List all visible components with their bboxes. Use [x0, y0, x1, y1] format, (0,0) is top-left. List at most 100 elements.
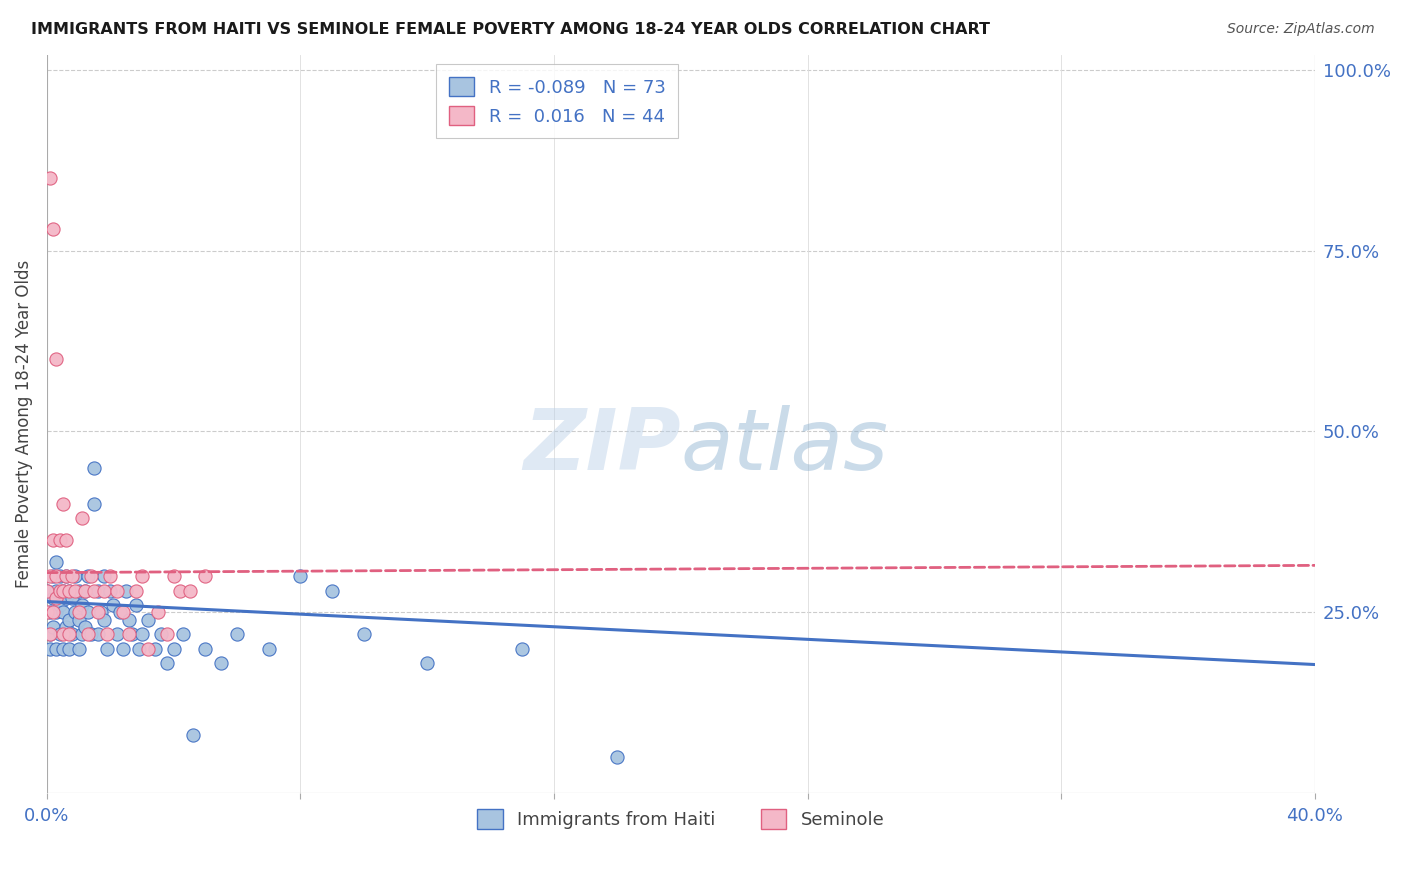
Point [172, 627, 194, 641]
Point [55, 569, 77, 583]
Point [65, 606, 87, 620]
Point [86, 583, 108, 598]
Point [86, 627, 108, 641]
Point [257, 641, 280, 656]
Point [67, 583, 90, 598]
Point [108, 606, 131, 620]
Point [58, 627, 80, 641]
Point [39, 627, 62, 641]
Point [42, 222, 65, 236]
Point [65, 583, 87, 598]
Point [58, 613, 80, 627]
Point [90, 606, 112, 620]
Point [146, 606, 169, 620]
Legend: Immigrants from Haiti, Seminole: Immigrants from Haiti, Seminole [470, 802, 891, 836]
Point [67, 613, 90, 627]
Text: ZIP: ZIP [523, 405, 681, 488]
Point [111, 641, 134, 656]
Point [48, 533, 70, 547]
Text: IMMIGRANTS FROM HAITI VS SEMINOLE FEMALE POVERTY AMONG 18-24 YEAR OLDS CORRELATI: IMMIGRANTS FROM HAITI VS SEMINOLE FEMALE… [31, 22, 990, 37]
Point [67, 641, 90, 656]
Point [128, 641, 150, 656]
Point [156, 627, 179, 641]
Point [115, 583, 138, 598]
Point [39, 606, 62, 620]
Point [194, 641, 217, 656]
Point [48, 598, 70, 612]
Point [169, 583, 191, 598]
Point [52, 606, 75, 620]
Point [60, 569, 83, 583]
Point [45, 591, 67, 605]
Point [42, 533, 65, 547]
Point [194, 569, 217, 583]
Point [45, 569, 67, 583]
Point [156, 656, 179, 670]
Point [143, 641, 166, 656]
Point [150, 627, 173, 641]
Point [83, 583, 105, 598]
Point [65, 569, 87, 583]
Point [98, 583, 121, 598]
Point [52, 627, 75, 641]
Point [55, 533, 77, 547]
Point [86, 606, 108, 620]
Point [105, 583, 128, 598]
Y-axis label: Female Poverty Among 18-24 Year Olds: Female Poverty Among 18-24 Year Olds [15, 260, 32, 589]
Point [55, 569, 77, 583]
Point [45, 555, 67, 569]
Point [48, 583, 70, 598]
Text: Source: ZipAtlas.com: Source: ZipAtlas.com [1227, 22, 1375, 37]
Point [35, 583, 58, 598]
Point [181, 728, 204, 742]
Point [124, 583, 146, 598]
Point [52, 641, 75, 656]
Point [80, 569, 103, 583]
Text: atlas: atlas [681, 405, 889, 488]
Point [35, 583, 58, 598]
Point [136, 613, 159, 627]
Point [52, 497, 75, 511]
Point [70, 598, 93, 612]
Point [510, 641, 533, 656]
Point [93, 569, 115, 583]
Point [290, 569, 312, 583]
Point [105, 627, 128, 641]
Point [42, 591, 65, 605]
Point [39, 171, 62, 186]
Point [39, 569, 62, 583]
Point [73, 583, 96, 598]
Point [353, 627, 375, 641]
Point [42, 569, 65, 583]
Point [606, 750, 628, 764]
Point [39, 641, 62, 656]
Point [60, 591, 83, 605]
Point [55, 620, 77, 634]
Point [52, 583, 75, 598]
Point [45, 583, 67, 598]
Point [131, 627, 153, 641]
Point [35, 606, 58, 620]
Point [96, 641, 118, 656]
Point [124, 598, 146, 612]
Point [98, 569, 121, 583]
Point [70, 627, 93, 641]
Point [136, 641, 159, 656]
Point [77, 627, 100, 641]
Point [42, 606, 65, 620]
Point [67, 606, 90, 620]
Point [131, 569, 153, 583]
Point [42, 620, 65, 634]
Point [163, 641, 186, 656]
Point [111, 606, 134, 620]
Point [103, 598, 125, 612]
Point [163, 569, 186, 583]
Point [58, 583, 80, 598]
Point [45, 606, 67, 620]
Point [48, 569, 70, 583]
Point [226, 627, 249, 641]
Point [121, 627, 143, 641]
Point [83, 497, 105, 511]
Point [73, 583, 96, 598]
Point [48, 627, 70, 641]
